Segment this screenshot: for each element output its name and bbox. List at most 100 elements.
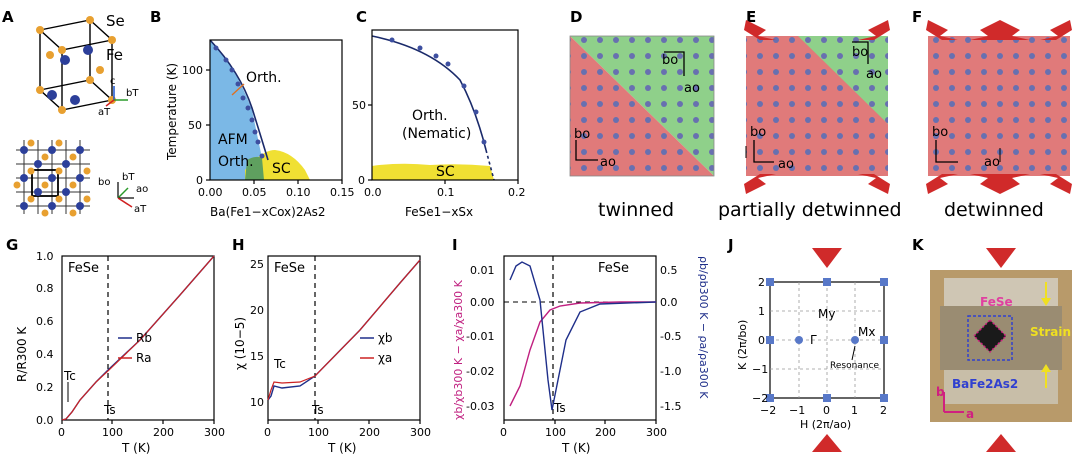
svg-text:bT: bT: [122, 172, 135, 183]
i-ylabel-left: χb/χb300 K − χa/χa300 K: [452, 279, 465, 420]
g-legend-ra: Ra: [136, 351, 151, 365]
d-ao2: ao: [600, 155, 616, 170]
arrow-bottom-right: [858, 174, 890, 194]
i-xlabel: T (K): [561, 441, 590, 455]
k-a: a: [966, 407, 974, 421]
svg-text:bo: bo: [98, 177, 110, 188]
f-ao: ao: [984, 155, 1000, 170]
svg-text:0: 0: [500, 426, 507, 439]
arrow-top-right: [858, 20, 890, 40]
svg-text:0.0: 0.0: [660, 296, 678, 309]
arrow-top-left: [744, 20, 776, 40]
axes-triad-top: c aT bT: [98, 76, 139, 118]
j-gamma: Γ: [810, 333, 817, 347]
e-caption: partially detwinned: [718, 199, 902, 221]
c-ytick-0: 0: [358, 174, 365, 187]
h-ts: Ts: [311, 403, 324, 417]
j-xlabel: H (2π/ao): [800, 418, 851, 431]
g-tc: Tc: [63, 369, 76, 383]
f-caption: detwinned: [944, 199, 1044, 221]
svg-text:200: 200: [153, 426, 174, 439]
c-xtick-2: 0.2: [508, 186, 526, 199]
b-xtick-2: 0.10: [286, 186, 311, 199]
c-xlabel: FeSe1−xSx: [405, 205, 473, 219]
b-ylabel: Temperature (K): [165, 63, 179, 161]
c-xtick-1: 0.1: [437, 186, 455, 199]
h-xlabel: T (K): [327, 441, 356, 455]
panel-label-k: K: [912, 236, 925, 254]
i-ylabel-right: ρb/ρb300 K − ρa/ρa300 K: [697, 256, 710, 399]
panel-label-e: E: [746, 8, 756, 26]
c-sc-label: SC: [436, 164, 455, 180]
svg-text:10: 10: [250, 396, 264, 409]
panel-label-d: D: [570, 8, 582, 26]
k-strain: Strain: [1030, 325, 1071, 339]
svg-text:0.6: 0.6: [36, 315, 54, 328]
svg-text:25: 25: [250, 258, 264, 271]
axes-triad-bottom: bo bT ao aT: [98, 172, 148, 215]
svg-text:200: 200: [359, 426, 380, 439]
svg-text:0.01: 0.01: [470, 264, 495, 277]
b-sc-label: SC: [272, 161, 291, 177]
svg-text:-1.5: -1.5: [660, 400, 681, 413]
svg-text:0.4: 0.4: [36, 348, 54, 361]
h-legend-chia: χa: [378, 351, 392, 365]
svg-text:-0.01: -0.01: [466, 330, 494, 343]
svg-text:300: 300: [646, 426, 667, 439]
panel-label-b: B: [150, 8, 161, 26]
f-bo: bo: [932, 125, 948, 140]
svg-text:1: 1: [851, 404, 858, 417]
h-ylabel: χ (10−5): [233, 317, 247, 370]
crystal-structure: [36, 16, 116, 114]
svg-text:1: 1: [758, 305, 765, 318]
svg-text:-0.5: -0.5: [660, 330, 681, 343]
b-afm-label: AFM: [218, 132, 248, 148]
svg-text:1.0: 1.0: [36, 250, 54, 263]
panel-label-h: H: [232, 236, 245, 254]
d-ao: ao: [684, 81, 700, 96]
sample-photo: [930, 248, 1072, 452]
svg-text:0: 0: [823, 404, 830, 417]
b-orth2-label: Orth.: [218, 154, 254, 170]
panel-label-a: A: [2, 8, 14, 26]
b-xlabel: Ba(Fe1−xCox)2As2: [210, 205, 326, 219]
svg-text:ao: ao: [136, 184, 148, 195]
c-ytick-1: 50: [352, 99, 366, 112]
g-xlabel: T (K): [121, 441, 150, 455]
label-se: Se: [106, 12, 125, 30]
svg-text:bT: bT: [126, 88, 139, 99]
g-material: FeSe: [68, 261, 99, 276]
svg-text:100: 100: [102, 426, 123, 439]
e-bo: bo: [852, 45, 868, 60]
h-material: FeSe: [274, 261, 305, 276]
g-legend-rb: Rb: [136, 331, 152, 345]
d-bo2: bo: [574, 127, 590, 142]
j-ylabel: K (2π/bo): [736, 320, 749, 370]
domain-partially-detwinned: [744, 20, 890, 194]
svg-text:0.0: 0.0: [36, 414, 54, 427]
panel-label-i: I: [452, 236, 458, 254]
svg-text:-1.0: -1.0: [660, 365, 681, 378]
svg-text:−1: −1: [752, 363, 768, 376]
j-mx: Mx: [858, 325, 875, 339]
b-ytick-0: 0: [196, 174, 203, 187]
svg-text:2: 2: [758, 276, 765, 289]
c-nematic-label: (Nematic): [402, 126, 471, 142]
svg-text:0: 0: [758, 334, 765, 347]
fe-lattice: [13, 139, 91, 217]
label-fe: Fe: [106, 46, 123, 64]
chart-j: [766, 248, 888, 452]
i-ts: Ts: [553, 401, 566, 415]
svg-text:−1: −1: [789, 404, 805, 417]
svg-text:0.00: 0.00: [470, 296, 495, 309]
svg-text:100: 100: [545, 426, 566, 439]
svg-text:c: c: [110, 76, 116, 87]
svg-text:0: 0: [58, 426, 65, 439]
g-ts: Ts: [103, 403, 116, 417]
phase-diagram-c: [368, 29, 519, 184]
panel-label-f: F: [912, 8, 922, 26]
svg-text:300: 300: [410, 426, 431, 439]
chart-g: [61, 255, 215, 424]
phase-diagram-b: [206, 39, 343, 184]
